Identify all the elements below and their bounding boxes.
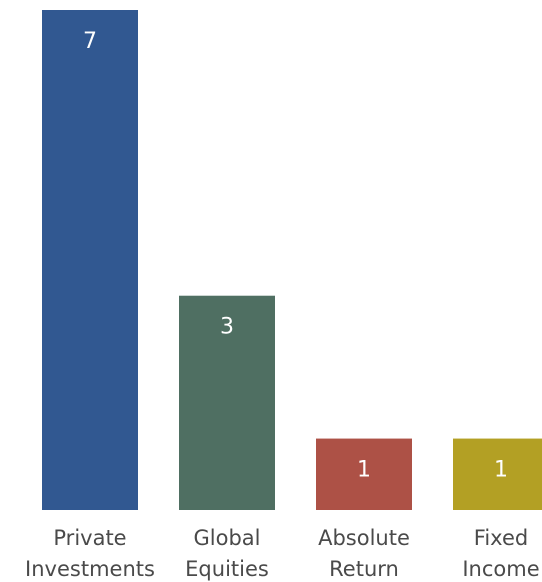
- bar-value-label-1: 3: [220, 315, 234, 340]
- bar-1: [179, 295, 275, 510]
- category-label-0-line-1: Investments: [25, 557, 155, 581]
- bar-value-label-3: 1: [494, 458, 508, 483]
- category-label-3-line-1: Income: [462, 557, 539, 581]
- bar-value-label-0: 7: [83, 29, 97, 54]
- bar-2: [316, 438, 412, 510]
- bar-0: [42, 10, 138, 510]
- category-label-2-line-1: Return: [329, 557, 399, 581]
- category-label-3-line-0: Fixed: [474, 526, 528, 550]
- category-label-0-line-0: Private: [53, 526, 126, 550]
- category-label-1-line-1: Equities: [185, 557, 269, 581]
- bar-3: [453, 438, 542, 510]
- bar-value-label-2: 1: [357, 458, 371, 483]
- category-label-1-line-0: Global: [194, 526, 261, 550]
- category-label-2-line-0: Absolute: [318, 526, 410, 550]
